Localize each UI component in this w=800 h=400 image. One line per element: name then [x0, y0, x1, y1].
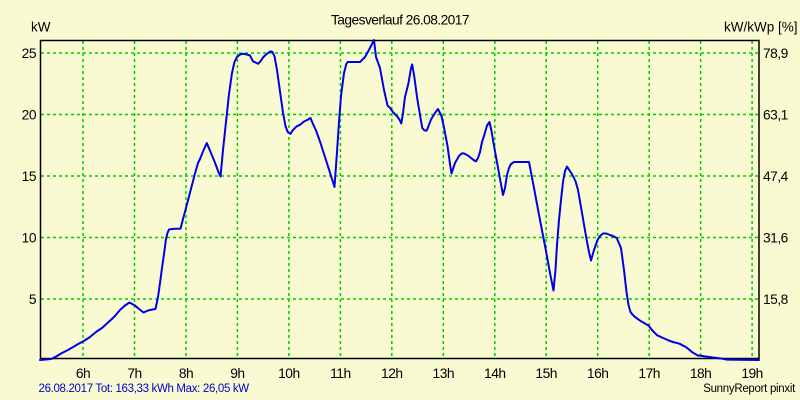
- svg-text:31,6: 31,6: [763, 231, 789, 246]
- svg-text:19h: 19h: [741, 366, 763, 381]
- svg-text:11h: 11h: [330, 366, 351, 381]
- svg-text:15,8: 15,8: [763, 292, 789, 307]
- svg-text:7h: 7h: [127, 366, 141, 381]
- svg-text:15h: 15h: [535, 366, 557, 381]
- svg-text:12h: 12h: [381, 366, 403, 381]
- svg-text:6h: 6h: [76, 366, 90, 381]
- svg-text:13h: 13h: [433, 366, 455, 381]
- svg-text:8h: 8h: [179, 366, 193, 381]
- svg-text:9h: 9h: [230, 366, 244, 381]
- svg-text:17h: 17h: [638, 366, 660, 381]
- svg-text:26.08.2017 Tot: 163,33 kWh Max: 26.08.2017 Tot: 163,33 kWh Max: 26,05 kW: [39, 383, 250, 395]
- svg-text:5: 5: [29, 292, 37, 307]
- svg-text:15: 15: [22, 169, 37, 184]
- svg-text:10: 10: [22, 231, 37, 246]
- svg-text:kW/kWp [%]: kW/kWp [%]: [724, 20, 798, 35]
- svg-text:16h: 16h: [587, 366, 609, 381]
- svg-text:20: 20: [22, 108, 37, 123]
- svg-text:10h: 10h: [278, 366, 300, 381]
- svg-text:47,4: 47,4: [763, 169, 789, 184]
- svg-text:18h: 18h: [690, 366, 712, 381]
- svg-text:14h: 14h: [484, 366, 506, 381]
- svg-text:SunnyReport pinxit: SunnyReport pinxit: [703, 383, 796, 395]
- svg-text:Tagesverlauf 26.08.2017: Tagesverlauf 26.08.2017: [331, 13, 469, 28]
- svg-text:63,1: 63,1: [763, 108, 788, 123]
- svg-text:78,9: 78,9: [763, 46, 789, 61]
- svg-text:25: 25: [22, 46, 37, 61]
- svg-text:kW: kW: [31, 20, 51, 35]
